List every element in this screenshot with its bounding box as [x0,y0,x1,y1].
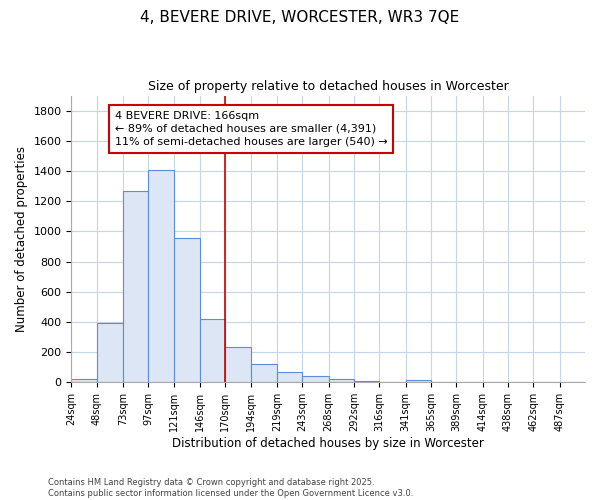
Bar [251,364,277,382]
Bar [200,319,226,382]
Bar [302,376,329,382]
Bar [97,322,123,382]
Text: 4, BEVERE DRIVE, WORCESTER, WR3 7QE: 4, BEVERE DRIVE, WORCESTER, WR3 7QE [140,10,460,25]
Bar [277,372,302,382]
X-axis label: Distribution of detached houses by size in Worcester: Distribution of detached houses by size … [172,437,484,450]
Bar [174,238,200,382]
Bar [354,381,379,382]
Bar [123,192,148,382]
Title: Size of property relative to detached houses in Worcester: Size of property relative to detached ho… [148,80,509,93]
Bar [226,347,251,382]
Bar [148,170,174,382]
Bar [71,378,97,382]
Text: Contains HM Land Registry data © Crown copyright and database right 2025.
Contai: Contains HM Land Registry data © Crown c… [48,478,413,498]
Bar [329,380,354,382]
Y-axis label: Number of detached properties: Number of detached properties [15,146,28,332]
Text: 4 BEVERE DRIVE: 166sqm
← 89% of detached houses are smaller (4,391)
11% of semi-: 4 BEVERE DRIVE: 166sqm ← 89% of detached… [115,110,388,147]
Bar [406,380,431,382]
